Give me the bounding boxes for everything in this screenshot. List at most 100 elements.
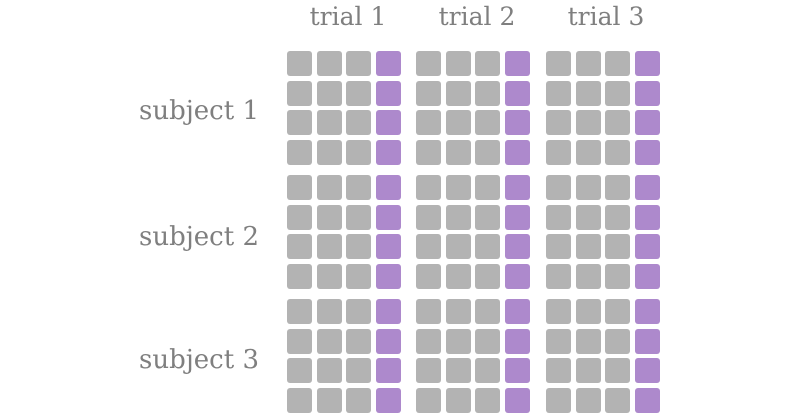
- grid-cell: [605, 175, 630, 200]
- highlight-cell: [505, 358, 530, 383]
- highlight-cell: [376, 388, 401, 413]
- grid-cell: [317, 264, 342, 289]
- grid-cell: [576, 329, 601, 354]
- highlight-cell: [376, 205, 401, 230]
- grid-cell: [346, 110, 371, 135]
- grid-cell: [446, 299, 471, 324]
- grid-cell: [287, 110, 312, 135]
- grid-cell: [546, 51, 571, 76]
- grid-cell: [546, 329, 571, 354]
- grid-cell: [546, 234, 571, 259]
- grid-cell: [287, 299, 312, 324]
- highlight-cell: [505, 264, 530, 289]
- grid-cell: [346, 175, 371, 200]
- grid-cell: [605, 51, 630, 76]
- grid-cell: [605, 205, 630, 230]
- grid-cell: [475, 299, 500, 324]
- highlight-cell: [635, 329, 660, 354]
- grid-cell: [416, 205, 441, 230]
- highlight-cell: [376, 299, 401, 324]
- column-label-trial-3: trial 3: [567, 2, 645, 31]
- grid-cell: [346, 358, 371, 383]
- highlight-cell: [376, 329, 401, 354]
- grid-cell: [346, 51, 371, 76]
- grid-cell: [446, 51, 471, 76]
- grid-cell: [416, 51, 441, 76]
- highlight-cell: [505, 388, 530, 413]
- grid-cell: [546, 358, 571, 383]
- highlight-cell: [505, 140, 530, 165]
- highlight-cell: [635, 388, 660, 413]
- grid-cell: [546, 110, 571, 135]
- grid-cell: [416, 175, 441, 200]
- grid-cell: [605, 299, 630, 324]
- highlight-cell: [376, 234, 401, 259]
- grid-cell: [576, 299, 601, 324]
- grid-cell: [546, 264, 571, 289]
- highlight-cell: [376, 110, 401, 135]
- grid-cell: [287, 388, 312, 413]
- highlight-cell: [635, 81, 660, 106]
- grid-cell: [576, 264, 601, 289]
- grid-cell: [605, 140, 630, 165]
- highlight-cell: [505, 110, 530, 135]
- highlight-cell: [635, 140, 660, 165]
- grid-cell: [317, 175, 342, 200]
- grid-cell: [287, 175, 312, 200]
- grid-cell: [576, 81, 601, 106]
- grid-cell: [446, 175, 471, 200]
- grid-cell: [317, 358, 342, 383]
- grid-cell: [287, 81, 312, 106]
- grid-cell: [346, 299, 371, 324]
- grid-cell: [576, 175, 601, 200]
- highlight-cell: [635, 358, 660, 383]
- grid-cell: [475, 110, 500, 135]
- highlight-cell: [635, 205, 660, 230]
- grid-cell: [446, 329, 471, 354]
- grid-cell: [446, 264, 471, 289]
- grid-cell: [475, 205, 500, 230]
- grid-cell: [287, 358, 312, 383]
- grid-cell: [576, 234, 601, 259]
- grid-cell: [416, 264, 441, 289]
- grid-cell: [416, 358, 441, 383]
- grid-cell: [317, 234, 342, 259]
- grid-cell: [546, 205, 571, 230]
- highlight-cell: [376, 51, 401, 76]
- grid-cell: [346, 388, 371, 413]
- grid-cell: [317, 81, 342, 106]
- grid-cell: [317, 110, 342, 135]
- highlight-cell: [635, 51, 660, 76]
- grid-cell: [446, 205, 471, 230]
- grid-cell: [317, 51, 342, 76]
- highlight-cell: [505, 205, 530, 230]
- grid-cell: [416, 299, 441, 324]
- grid-cell: [475, 51, 500, 76]
- grid-cell: [576, 388, 601, 413]
- highlight-cell: [505, 81, 530, 106]
- highlight-cell: [635, 264, 660, 289]
- grid-cell: [546, 388, 571, 413]
- grid-cell: [446, 388, 471, 413]
- grid-cell: [475, 234, 500, 259]
- grid-cell: [416, 234, 441, 259]
- grid-cell: [576, 358, 601, 383]
- grid-cell: [475, 175, 500, 200]
- grid-cell: [475, 358, 500, 383]
- grid-cell: [546, 81, 571, 106]
- grid-cell: [416, 140, 441, 165]
- grid-cell: [475, 329, 500, 354]
- grid-cell: [416, 329, 441, 354]
- row-label-subject-2: subject 2: [139, 222, 259, 252]
- highlight-cell: [505, 299, 530, 324]
- grid-cell: [287, 264, 312, 289]
- grid-cell: [576, 205, 601, 230]
- column-label-trial-1: trial 1: [309, 2, 387, 31]
- grid-cell: [317, 388, 342, 413]
- highlight-cell: [376, 140, 401, 165]
- grid-cell: [287, 140, 312, 165]
- highlight-cell: [376, 358, 401, 383]
- grid-cell: [416, 388, 441, 413]
- grid-cell: [576, 140, 601, 165]
